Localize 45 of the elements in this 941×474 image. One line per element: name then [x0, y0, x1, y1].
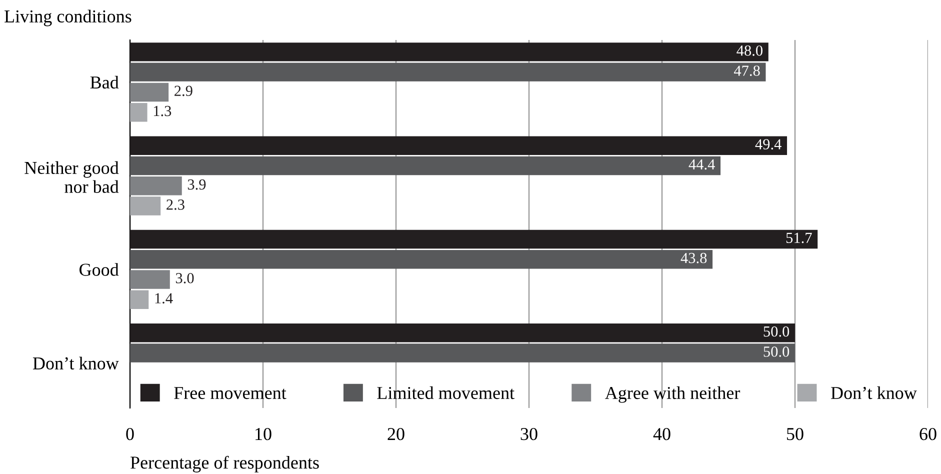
- bar: [130, 82, 169, 102]
- bar: [130, 156, 721, 176]
- x-tick-label: 0: [126, 428, 134, 440]
- data-label: 44.4: [688, 159, 715, 170]
- data-label: 48.0: [736, 45, 762, 56]
- y-tick-label: Don’t know: [32, 356, 119, 370]
- data-label: 3.0: [176, 272, 194, 284]
- y-tick-label: Neither good nor bad: [24, 161, 119, 193]
- bar: [130, 102, 148, 122]
- bar: [130, 62, 766, 82]
- bar: [130, 323, 795, 342]
- bar: [130, 270, 170, 289]
- bar: [130, 176, 182, 196]
- y-tick-label: Good: [80, 263, 119, 276]
- bar: [130, 344, 795, 362]
- data-label: 51.7: [786, 232, 812, 244]
- y-axis-title: Living conditions: [4, 10, 132, 26]
- x-tick-label: 50: [787, 428, 804, 440]
- data-label: 2.3: [166, 200, 184, 210]
- x-tick-label: 20: [388, 428, 404, 440]
- bar: [130, 196, 161, 216]
- data-label: 50.0: [764, 326, 790, 337]
- legend-label: Agree with neither: [605, 386, 740, 403]
- legend-label: Limited movement: [377, 386, 514, 400]
- data-label: 49.4: [755, 139, 782, 150]
- legend-label: Free movement: [174, 387, 286, 400]
- bar: [130, 136, 788, 155]
- x-tick-label: 10: [256, 428, 272, 440]
- data-label: 1.4: [155, 293, 173, 304]
- x-tick-label: 60: [920, 428, 936, 440]
- legend-label: Don’t know: [831, 386, 917, 400]
- data-label: 2.9: [174, 86, 192, 96]
- data-label: 3.9: [188, 179, 206, 190]
- bar: [130, 42, 768, 62]
- y-tick-label: Bad: [90, 76, 119, 89]
- bar: [130, 290, 149, 309]
- x-tick-label: 30: [520, 428, 538, 440]
- data-label: 47.8: [734, 66, 760, 76]
- x-tick-label: 40: [653, 428, 670, 440]
- bar: [130, 250, 713, 269]
- data-label: 1.3: [154, 106, 172, 116]
- data-label: 50.0: [764, 346, 790, 357]
- bar: [130, 230, 818, 249]
- x-axis-title: Percentage of respondents: [130, 456, 319, 472]
- data-label: 43.8: [680, 252, 707, 264]
